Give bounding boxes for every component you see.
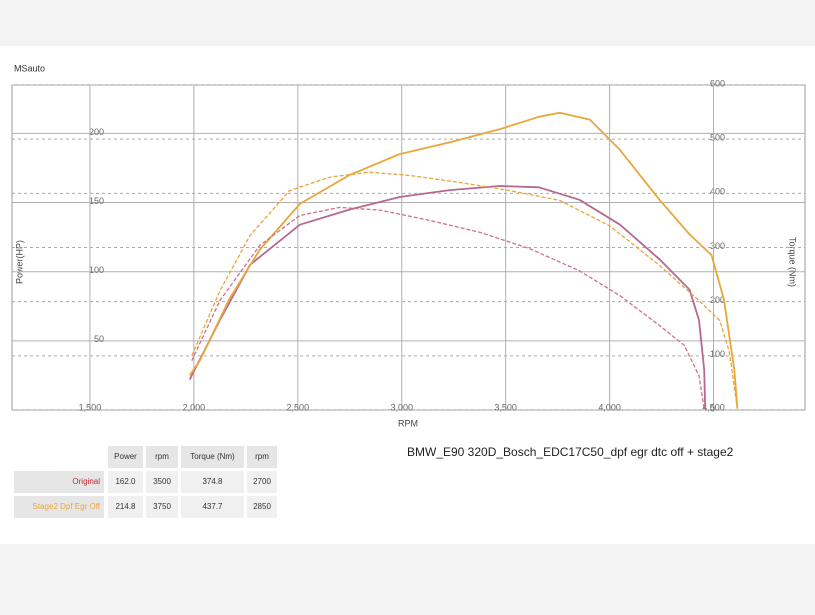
table-row-label-cell bbox=[14, 471, 104, 493]
table-cell bbox=[146, 471, 178, 493]
y2-tick-label: 0 bbox=[710, 403, 715, 413]
torque-curve bbox=[191, 206, 705, 410]
table-cell bbox=[181, 496, 244, 518]
x-tick-label: 2,000 bbox=[183, 402, 206, 412]
table-cell bbox=[181, 471, 244, 493]
power-curve bbox=[188, 185, 707, 409]
brand: MSauto bbox=[14, 63, 45, 73]
y2-axis-label: Torque (Nm) bbox=[788, 237, 798, 287]
x-tick-label: 2,500 bbox=[287, 402, 310, 412]
x-tick-label: 3,500 bbox=[494, 402, 517, 412]
table-row-label: Original bbox=[72, 477, 100, 486]
y2-tick-label: 600 bbox=[710, 78, 725, 88]
x-tick-label: 3,000 bbox=[390, 402, 413, 412]
table-cell bbox=[247, 496, 277, 518]
table-row-label: Stage2 Dpf Egr Off bbox=[33, 502, 101, 511]
y-tick-label: 150 bbox=[89, 196, 104, 206]
y2-tick-label: 500 bbox=[710, 133, 725, 143]
x-tick-label: 4,000 bbox=[598, 402, 621, 412]
table-value: 3500 bbox=[153, 477, 171, 486]
table-value: 162.0 bbox=[115, 477, 136, 486]
y-axis-label: Power(HP) bbox=[14, 240, 24, 284]
table-value: 214.8 bbox=[115, 502, 136, 511]
y-tick-label: 100 bbox=[89, 265, 104, 275]
table-header-cell bbox=[181, 446, 244, 468]
table-row-label-cell bbox=[14, 496, 104, 518]
table-header: Power bbox=[114, 452, 137, 461]
table-value: 2850 bbox=[253, 502, 271, 511]
y2-tick-label: 100 bbox=[710, 349, 725, 359]
table-header-cell bbox=[146, 446, 178, 468]
x-tick-label: 4,500 bbox=[702, 402, 725, 412]
table-value: 374.8 bbox=[202, 477, 223, 486]
y-tick-label: 200 bbox=[89, 127, 104, 137]
x-axis-label: RPM bbox=[398, 418, 418, 428]
table-cell bbox=[108, 471, 143, 493]
table-value: 437.7 bbox=[202, 502, 223, 511]
y2-tick-label: 200 bbox=[710, 295, 725, 305]
x-tick-label: 1,500 bbox=[79, 402, 102, 412]
torque-curve bbox=[191, 171, 739, 409]
table-header-cell bbox=[247, 446, 277, 468]
table-header: Torque (Nm) bbox=[190, 452, 235, 461]
table-cell bbox=[146, 496, 178, 518]
table-header: rpm bbox=[155, 452, 169, 461]
table-value: 3750 bbox=[153, 502, 171, 511]
table-header-cell bbox=[108, 446, 143, 468]
table-cell bbox=[108, 496, 143, 518]
table-cell bbox=[247, 471, 277, 493]
power-curve bbox=[188, 111, 739, 409]
y2-tick-label: 300 bbox=[710, 241, 725, 251]
y-tick-label: 50 bbox=[94, 334, 104, 344]
y2-tick-label: 400 bbox=[710, 187, 725, 197]
table-header: rpm bbox=[255, 452, 269, 461]
table-value: 2700 bbox=[253, 477, 271, 486]
chart-title: BMW_E90 320D_Bosch_EDC17C50_dpf egr dtc … bbox=[407, 445, 734, 459]
